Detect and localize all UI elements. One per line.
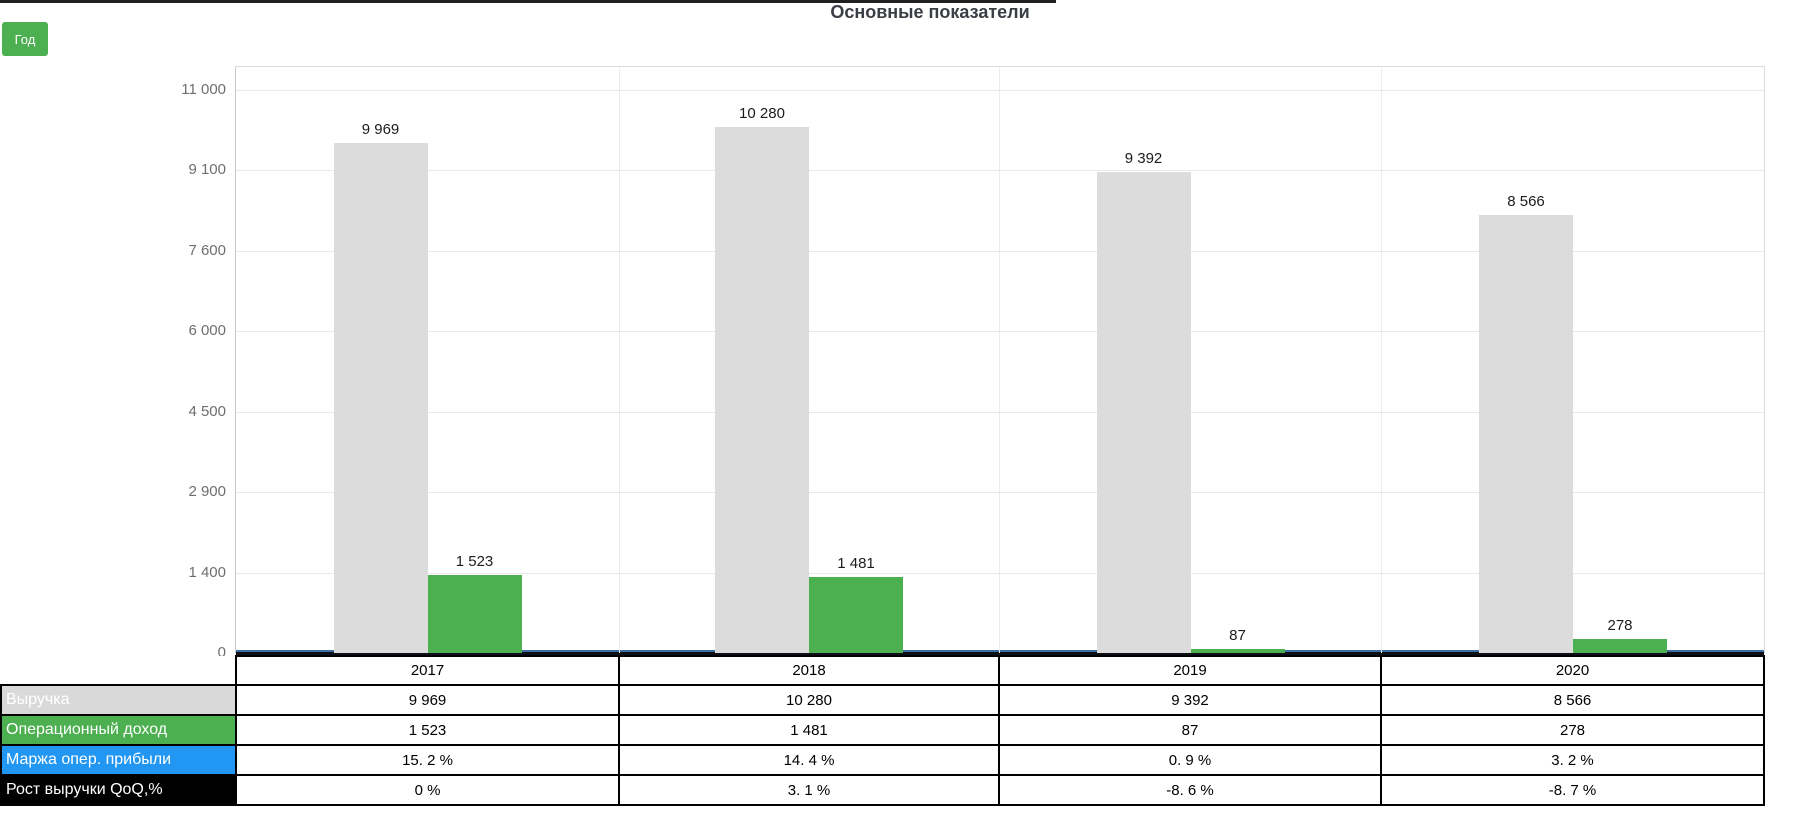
v-gridline [1381, 67, 1382, 653]
year-column-header: 2020 [1380, 655, 1765, 686]
year-column-header: 2017 [235, 655, 620, 686]
bar-value-label: 9 969 [361, 121, 400, 138]
y-axis-tick-label: 6 000 [188, 322, 226, 340]
h-gridline [236, 492, 1764, 494]
metric-value-cell: -8. 7 % [1380, 774, 1765, 806]
y-axis-tick-label: 2 900 [188, 483, 226, 501]
metric-value-cell: 10 280 [618, 684, 1000, 716]
row-header-2: Маржа опер. прибыли [0, 744, 237, 776]
row-header-0: Выручка [0, 684, 237, 716]
y-axis-tick-label: 7 600 [188, 241, 226, 259]
bar-revenue-2018[interactable] [715, 127, 809, 653]
metric-value-cell: 1 523 [235, 714, 620, 746]
h-gridline [236, 170, 1764, 172]
chart-title: Основные показатели [830, 2, 1030, 22]
bar-value-label: 278 [1607, 617, 1633, 634]
v-gridline [999, 67, 1000, 653]
operating-margin-line [236, 650, 1764, 652]
table-corner-blank [1, 656, 236, 685]
metrics-table: 2017 2018 2019 2020 Выручка 9 969 10 280 9 392 8… [0, 655, 1765, 806]
row-header-1: Операционный доход [0, 714, 237, 746]
metric-value-cell: 1 481 [618, 714, 1000, 746]
y-axis-tick-label: 11 000 [181, 81, 226, 98]
bar-value-label: 9 392 [1124, 150, 1163, 167]
metric-value-cell: 278 [1380, 714, 1765, 746]
y-axis-tick-label: 9 100 [188, 161, 226, 179]
metric-value-cell: 0. 9 % [998, 744, 1382, 776]
y-axis-tick-label: 0 [217, 644, 226, 661]
metric-value-cell: 3. 1 % [618, 774, 1000, 806]
metric-value-cell: 0 % [235, 774, 620, 806]
bar-operating-income-2020[interactable] [1573, 639, 1667, 653]
bar-value-label: 1 481 [837, 555, 875, 572]
bar-operating-income-2018[interactable] [809, 577, 903, 653]
metric-value-cell: 14. 4 % [618, 744, 1000, 776]
bar-revenue-2017[interactable] [333, 143, 428, 653]
metric-value-cell: 87 [998, 714, 1382, 746]
h-gridline [236, 90, 1764, 91]
bar-operating-income-2017[interactable] [427, 575, 522, 653]
zero-line-series-group [236, 650, 1764, 655]
metric-value-cell: 9 392 [998, 684, 1382, 716]
row-header-3: Рост выручки QoQ,% [0, 774, 237, 806]
h-gridline [236, 411, 1764, 413]
bar-value-label: 1 523 [455, 553, 494, 570]
y-axis-tick-label: 1 400 [188, 563, 226, 581]
h-gridline [236, 572, 1764, 574]
metric-value-cell: 3. 2 % [1380, 744, 1765, 776]
period-year-button[interactable]: Год [2, 22, 48, 56]
year-column-header: 2019 [998, 655, 1382, 686]
revenue-growth-line [236, 652, 1764, 655]
bar-revenue-2020[interactable] [1479, 215, 1573, 653]
bar-value-label: 87 [1229, 627, 1246, 644]
bar-operating-income-2019[interactable] [1190, 649, 1285, 653]
bar-value-label: 8 566 [1507, 193, 1545, 210]
metric-value-cell: 8 566 [1380, 684, 1765, 716]
h-gridline [236, 250, 1764, 252]
metric-value-cell: -8. 6 % [998, 774, 1382, 806]
y-axis-tick-label: 4 500 [188, 402, 226, 420]
metric-value-cell: 9 969 [235, 684, 620, 716]
top-border-line [0, 0, 1056, 3]
bar-chart-plot-area: 11 000 9 100 7 600 6 000 4 500 2 900 1 400 0 9 9… [181, 66, 1765, 661]
metric-value-cell: 15. 2 % [235, 744, 620, 776]
h-gridline [236, 331, 1764, 333]
bar-revenue-2019[interactable] [1096, 172, 1191, 653]
v-gridline [619, 67, 620, 653]
year-column-header: 2018 [618, 655, 1000, 686]
bar-value-label: 10 280 [739, 105, 785, 122]
